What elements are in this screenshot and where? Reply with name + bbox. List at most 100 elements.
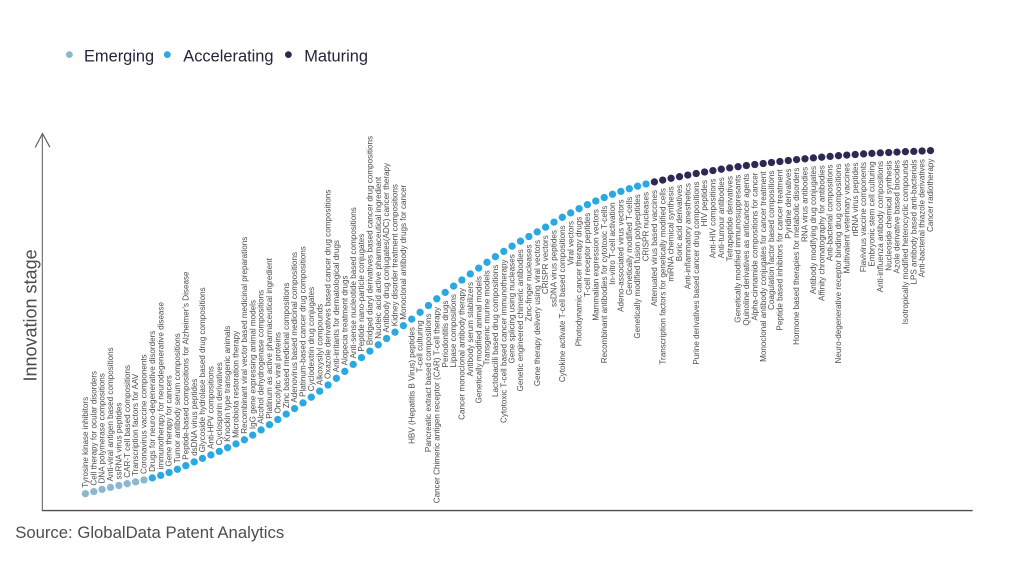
svg-text:Anti-HIV compositions: Anti-HIV compositions: [709, 179, 718, 259]
svg-text:Antibody modifying drug conjug: Antibody modifying drug conjugates: [809, 166, 818, 294]
svg-text:Coronavirus vaccine components: Coronavirus vaccine components: [140, 354, 149, 474]
svg-text:Antibody serum stabilizers: Antibody serum stabilizers: [466, 282, 475, 376]
svg-text:Monoclonal antibody conjugates: Monoclonal antibody conjugates for cance…: [759, 171, 768, 362]
svg-text:Anti-bacterial thiazole deriva: Anti-bacterial thiazole derivatives: [918, 159, 927, 277]
svg-text:LPS antibody based anti-bacter: LPS antibody based anti-bacterials: [909, 159, 918, 284]
svg-text:DNA polymerase compositions: DNA polymerase compositions: [98, 373, 107, 483]
svg-text:Neuro-degenerative receptor bi: Neuro-degenerative receptor binding drug…: [834, 164, 843, 364]
svg-text:Genetic engineered chimeric an: Genetic engineered chimeric antibodies: [516, 249, 525, 391]
svg-text:Viral vectors: Viral vectors: [566, 221, 575, 265]
svg-text:HIV peptides: HIV peptides: [700, 180, 709, 226]
svg-text:Tetrapeptide derivatives: Tetrapeptide derivatives: [725, 176, 734, 261]
svg-text:Peptide-based compositions for: Peptide-based compositions for Alzheimer…: [181, 271, 190, 460]
svg-text:Zinc based medicinal compositi: Zinc based medicinal compositions: [282, 283, 291, 409]
svg-text:Nucleoside chemical synthesis: Nucleoside chemical synthesis: [884, 161, 893, 271]
svg-text:ssRNA virus peptides: ssRNA virus peptides: [115, 403, 124, 480]
svg-text:CRISPR vectors: CRISPR vectors: [541, 235, 550, 294]
svg-text:Recombinant antibodies for cyt: Recombinant antibodies for cytotoxic T-c…: [600, 206, 609, 364]
svg-text:Anti-influenza antibody compos: Anti-influenza antibody compositions: [876, 161, 885, 292]
svg-text:Cancer Chimeric antigen recept: Cancer Chimeric antigen receptor (CAR) T…: [432, 306, 441, 503]
svg-text:Genetically modified T-cells: Genetically modified T-cells: [625, 197, 634, 295]
svg-text:Platinum-based cancer drug com: Platinum-based cancer drug compositions: [299, 246, 308, 397]
svg-text:Cancer radiotherapy: Cancer radiotherapy: [926, 158, 935, 232]
svg-text:Affinity chromatography for an: Affinity chromatography for antibodies: [817, 165, 826, 301]
svg-text:Anti-viral antigen based compo: Anti-viral antigen based compositions: [106, 347, 115, 481]
svg-text:Cyclodextrin drug conjugates: Cyclodextrin drug conjugates: [307, 287, 316, 391]
svg-text:Gene splicing using nucleases: Gene splicing using nucleases: [508, 254, 517, 363]
svg-text:Alpha-cinnamide compositions f: Alpha-cinnamide compositions for cancer: [750, 172, 759, 320]
svg-text:Multivalent veterinary vaccine: Multivalent veterinary vaccines: [842, 163, 851, 273]
svg-text:Glycoside hydrolase based drug: Glycoside hydrolase based drug compositi…: [198, 287, 207, 452]
svg-text:Hormone based therapies for me: Hormone based therapies for metabolic di…: [792, 168, 801, 345]
svg-text:Innovation stage: Innovation stage: [21, 249, 41, 381]
svg-text:Recombinant viral vector based: Recombinant viral vector based medicinal…: [240, 237, 249, 434]
svg-text:Nucleic acid active pharmaceut: Nucleic acid active pharmaceutical ingre…: [374, 176, 383, 339]
svg-text:Coagulation factor based compo: Coagulation factor based compositions: [767, 171, 776, 310]
svg-text:Pyridine derivatives: Pyridine derivatives: [784, 169, 793, 239]
svg-text:Alcohol dehydrogenase composit: Alcohol dehydrogenase compositions: [257, 290, 266, 424]
svg-text:Cancer monoclonal antibody the: Cancer monoclonal antibody therapy: [458, 287, 467, 420]
svg-text:Cytotoxic T-cell based cancer: Cytotoxic T-cell based cancer immunother…: [499, 258, 508, 423]
svg-text:Cyclosporin derivatives: Cyclosporin derivatives: [215, 362, 224, 445]
svg-text:Anti-bacterial compositions: Anti-bacterial compositions: [826, 164, 835, 261]
svg-text:HBV (Hepatitis B Virus) peptid: HBV (Hepatitis B Virus) peptides: [407, 327, 416, 444]
svg-text:Alkoxysilyl compounds: Alkoxysilyl compounds: [315, 304, 324, 385]
svg-text:Genetically modified immunosup: Genetically modified immunosuppresants: [734, 175, 743, 323]
svg-text:Bridged diaryl derivatives bas: Bridged diaryl derivatives based cancer …: [366, 136, 375, 345]
svg-text:Transcription factors for AAV: Transcription factors for AAV: [131, 373, 140, 476]
svg-text:Lactobacilli based drug compos: Lactobacilli based drug compositions: [491, 265, 500, 397]
svg-text:Oncolytic viral proteins: Oncolytic viral proteins: [273, 332, 282, 413]
svg-text:ssDNA virus peptides: ssDNA virus peptides: [550, 230, 559, 307]
svg-text:Knockin type transgenic animal: Knockin type transgenic animals: [223, 326, 232, 442]
svg-text:Anti-HPV compositions: Anti-HPV compositions: [207, 366, 216, 449]
svg-text:Microbiota restoration therapy: Microbiota restoration therapy: [232, 330, 241, 438]
svg-text:Lipase compositions: Lipase compositions: [449, 294, 458, 367]
svg-text:Platinum as active pharmaceuti: Platinum as active pharmaceutical ingred…: [265, 257, 274, 418]
svg-text:Gene therapy for cancers: Gene therapy for cancers: [165, 375, 174, 466]
svg-text:Peptide nano-particle conjugat: Peptide nano-particle conjugates: [357, 234, 366, 352]
svg-text:Boric acid derivatives: Boric acid derivatives: [675, 185, 684, 261]
svg-text:Pancreatic extract based compo: Pancreatic extract based compositions: [424, 313, 433, 452]
svg-text:Cell therapy for ocular disord: Cell therapy for ocular disorders: [89, 371, 98, 486]
svg-text:Maturing: Maturing: [304, 48, 368, 66]
svg-text:IgG gene expressing animal mod: IgG gene expressing animal models: [248, 300, 257, 429]
svg-text:T-cell receptor peptides: T-cell receptor peptides: [583, 213, 592, 297]
svg-text:Adenovirus based medicinal com: Adenovirus based medicinal compositions: [290, 252, 299, 403]
svg-text:Isotropically modified heteroc: Isotropically modified heterocyclic comp…: [901, 160, 910, 325]
svg-text:Mammalian expression vectors: Mammalian expression vectors: [591, 209, 600, 321]
svg-text:Embryonic stem cell culturing: Embryonic stem cell culturing: [868, 161, 877, 266]
svg-text:rtRNA virus peptides: rtRNA virus peptides: [851, 163, 860, 237]
svg-text:Source: GlobalData Patent Anal: Source: GlobalData Patent Analytics: [15, 523, 284, 542]
svg-text:Tumor antibody serum compositi: Tumor antibody serum compositions: [173, 333, 182, 463]
svg-text:Monoclonal antibody drugs for: Monoclonal antibody drugs for cancer: [399, 184, 408, 319]
svg-text:Quinoline derivatives as antic: Quinoline derivatives as anticancer agen…: [742, 174, 751, 326]
svg-text:Anti-inflammatory anesthetics: Anti-inflammatory anesthetics: [683, 183, 692, 289]
svg-text:Transcription factors for gene: Transcription factors for genetically mo…: [658, 188, 667, 365]
svg-text:Genetically modified animal mo: Genetically modified animal models: [474, 276, 483, 403]
svg-text:Transgenic murine models: Transgenic murine models: [483, 270, 492, 365]
svg-text:Zinc-finger nucleases: Zinc-finger nucleases: [525, 245, 534, 322]
svg-text:Anti-irritants for dermatologi: Anti-irritants for dermatological drugs: [332, 240, 341, 372]
svg-text:Flavivirus vaccine components: Flavivirus vaccine components: [859, 162, 868, 272]
svg-text:Emerging: Emerging: [84, 48, 154, 66]
svg-text:Gene therapy delivery using vi: Gene therapy delivery using viral vector…: [533, 240, 542, 386]
svg-text:Tyrosine kinase inhibitors: Tyrosine kinase inhibitors: [81, 397, 90, 488]
svg-text:Drugs for neuro-degenerative d: Drugs for neuro-degenerative disorders: [148, 331, 157, 472]
svg-text:Alopecia treatment drugs: Alopecia treatment drugs: [340, 275, 349, 365]
svg-text:In-vitro T-cell activation: In-vitro T-cell activation: [608, 202, 617, 285]
svg-text:Anti-tumour antibodies: Anti-tumour antibodies: [717, 177, 726, 258]
svg-text:miRNA chemical synthesis: miRNA chemical synthesis: [667, 186, 676, 281]
svg-text:Purine derivatives based cance: Purine derivatives based cancer drug com…: [692, 182, 701, 365]
svg-text:T-cell culturing: T-cell culturing: [416, 320, 425, 372]
svg-text:Kidney disorder treatment comp: Kidney disorder treatment compositions: [391, 184, 400, 326]
svg-text:Genetically modified fusion po: Genetically modified fusion polypeptides: [633, 194, 642, 338]
svg-text:Periodontitis drugs: Periodontitis drugs: [441, 300, 450, 367]
svg-text:Cytokine activate T-cell based: Cytokine activate T-cell based compositi…: [558, 225, 567, 382]
svg-text:dsDNA virus peptides: dsDNA virus peptides: [190, 379, 199, 456]
svg-text:CRISPR nucleases: CRISPR nucleases: [642, 192, 651, 261]
svg-text:Photodynamic cancer therapy dr: Photodynamic cancer therapy drugs: [575, 217, 584, 347]
svg-text:immunotherapy for neurodegener: immunotherapy for neurodegenerative dise…: [156, 302, 165, 470]
svg-text:Peptide based inhibitors for c: Peptide based inhibitors for cancer trea…: [776, 169, 785, 331]
svg-text:Attenuated virus based vaccine: Attenuated virus based vaccines: [650, 190, 659, 307]
svg-text:Oxazole derivatives based canc: Oxazole derivatives based cancer drug co…: [324, 190, 333, 379]
